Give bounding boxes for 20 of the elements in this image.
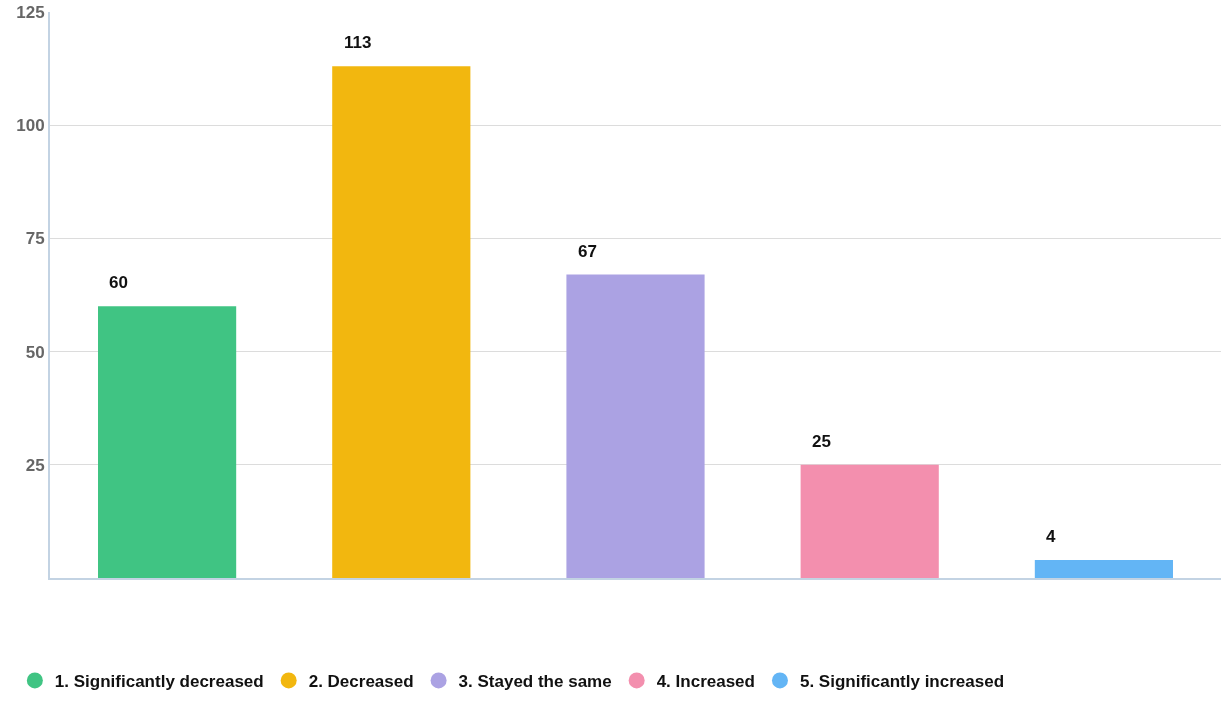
- bar: [800, 464, 939, 578]
- bar: [566, 274, 705, 578]
- data-label: 60: [109, 273, 128, 292]
- legend-label: 3. Stayed the same: [458, 672, 612, 692]
- y-tick-label: 100: [16, 116, 45, 136]
- legend-label: 2. Decreased: [308, 672, 414, 692]
- bar: [98, 306, 237, 578]
- data-label: 67: [578, 242, 597, 261]
- bar: [332, 66, 471, 578]
- legend-label: 4. Increased: [656, 672, 755, 692]
- y-tick-label: 125: [16, 2, 45, 22]
- y-tick-label: 75: [25, 229, 45, 249]
- bar: [1034, 559, 1173, 578]
- legend-label: 1. Significantly decreased: [54, 672, 264, 692]
- y-tick-label: 50: [25, 342, 45, 362]
- data-label: 25: [812, 432, 831, 451]
- data-label: 113: [344, 33, 372, 52]
- data-label: 4: [1046, 527, 1056, 546]
- legend-label: 5. Significantly increased: [799, 672, 1005, 692]
- y-tick-label: 25: [25, 455, 45, 475]
